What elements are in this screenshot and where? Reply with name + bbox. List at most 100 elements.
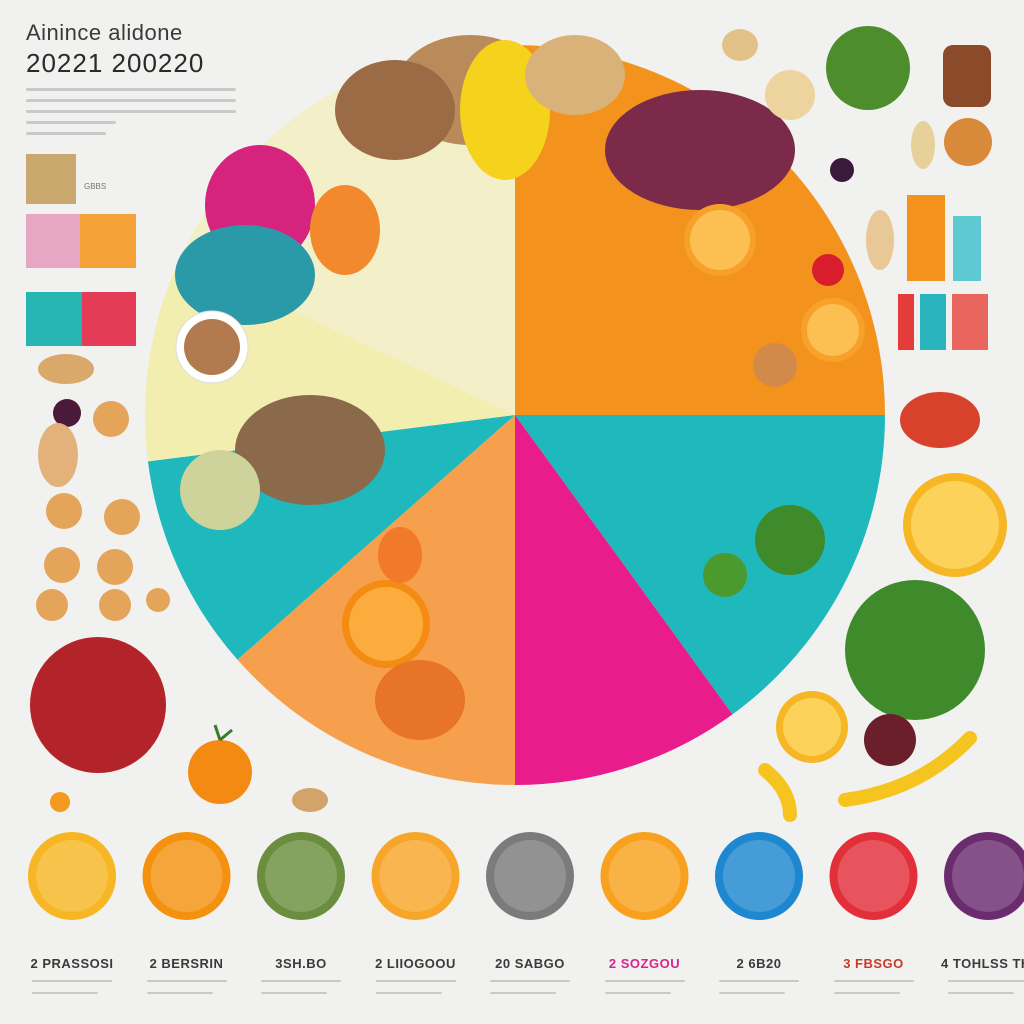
bottom-item-text-line <box>833 980 914 982</box>
bottom-item-text-line <box>948 992 1014 994</box>
legend-bar <box>907 195 945 281</box>
bottom-food-icon <box>944 832 1024 920</box>
legend-swatch <box>82 292 136 346</box>
legend-swatch <box>26 214 80 268</box>
bottom-food-icon <box>600 832 689 920</box>
dried-fruit-icon <box>310 185 380 275</box>
bottom-item-label: 2 PRASSOSI <box>30 956 114 971</box>
cherry-icon <box>812 254 844 286</box>
bottom-item-text-line <box>604 992 671 994</box>
grape-pile-icon <box>605 90 795 210</box>
tomato-stem-icon <box>213 724 233 742</box>
plum-icon <box>864 714 916 766</box>
legend-bar <box>952 294 988 350</box>
bottom-food-highlight-icon <box>494 840 566 912</box>
legend-swatch <box>26 154 76 204</box>
pie-slice <box>515 415 733 785</box>
bottom-food-highlight-icon <box>379 840 452 912</box>
bottom-item-label: 3 FBSGO <box>843 956 904 971</box>
bottom-item-label: 2 BERSRIN <box>149 956 224 971</box>
garlic-icon <box>765 70 815 120</box>
bottom-item-text-line <box>948 980 1024 982</box>
bottom-item-label: 2 6B20 <box>736 956 782 971</box>
bottom-item-text-line <box>719 992 785 994</box>
bottom-item-text-line <box>490 980 570 982</box>
bottom-item-text-line <box>375 992 442 994</box>
header-text-line <box>26 99 236 102</box>
bottom-item-label: 3SH.BO <box>275 956 327 971</box>
bottom-item-text-line <box>719 980 799 982</box>
bottom-item-label: 2 SOZGOU <box>608 956 681 971</box>
broccoli-icon <box>703 553 747 597</box>
chickpea-icon <box>146 588 170 612</box>
header-text-line <box>26 132 106 135</box>
legend-swatch <box>80 214 136 268</box>
bottom-food-row <box>28 832 1024 920</box>
garlic-icon <box>722 29 758 61</box>
legend-label: GBBS <box>84 182 107 191</box>
bottom-food-icon <box>257 832 345 920</box>
header-text-line <box>26 110 236 113</box>
legend-bar <box>920 294 946 350</box>
chickpea-icon <box>99 589 131 621</box>
sauce-jar-icon <box>943 45 991 107</box>
bottom-food-highlight-icon <box>723 840 795 912</box>
orange-flesh-icon <box>690 210 750 270</box>
nut-cluster-icon <box>753 343 797 387</box>
bottom-food-highlight-icon <box>608 840 681 912</box>
chickpea-icon <box>36 589 68 621</box>
broccoli-icon <box>826 26 910 110</box>
bottom-item-text-line <box>32 980 112 982</box>
bottom-food-highlight-icon <box>36 840 108 912</box>
header-text-line <box>26 88 236 91</box>
pumpkin-seeds-icon <box>180 450 260 530</box>
lemon-flesh-icon <box>911 481 999 569</box>
legend-bar <box>953 216 981 281</box>
bottom-food-icon <box>28 832 116 920</box>
bottom-item-text-line <box>261 980 341 982</box>
bottom-item-text-line <box>833 992 900 994</box>
bottom-item-text-line <box>604 980 685 982</box>
bottom-item-text-line <box>490 992 556 994</box>
chickpea-icon <box>46 493 82 529</box>
almond-pile-icon <box>525 35 625 115</box>
almond-icon <box>38 423 78 487</box>
legend-bar <box>898 294 914 350</box>
lemon-flesh-icon <box>783 698 841 756</box>
mixed-nuts-icon <box>235 395 385 505</box>
seed-bowl-contents-icon <box>184 319 240 375</box>
legend-dot-icon <box>50 792 70 812</box>
tomato-icon <box>188 740 252 804</box>
dried-apricot-icon <box>375 660 465 740</box>
bottom-item-text-line <box>261 992 327 994</box>
carrot-slice-icon <box>378 527 422 583</box>
pie-slice <box>515 415 885 715</box>
header-text-line <box>26 121 116 124</box>
page-subtitle: 20221 200220 <box>26 48 205 78</box>
nut-pile-icon <box>335 60 455 160</box>
bottom-food-icon <box>829 832 918 920</box>
bottom-food-icon <box>142 832 231 920</box>
banana-pepper-icon <box>758 763 797 822</box>
chickpea-icon <box>44 547 80 583</box>
peanut-icon <box>38 354 94 384</box>
bottom-food-icon <box>486 832 574 920</box>
almond-icon <box>911 121 935 169</box>
food-decoration <box>175 35 865 740</box>
bottom-food-highlight-icon <box>265 840 337 912</box>
spice-pile-icon <box>944 118 992 166</box>
bottom-food-icon <box>715 832 803 920</box>
chickpea-icon <box>97 549 133 585</box>
orange-flesh-icon <box>807 304 859 356</box>
chickpea-icon <box>93 401 129 437</box>
bottom-item-text-line <box>375 980 456 982</box>
bottom-item-text-line <box>32 992 98 994</box>
blackberry-icon <box>53 399 81 427</box>
right-food-column <box>722 26 1007 822</box>
yellow-pepper-icon <box>838 731 977 807</box>
legend-swatch <box>26 292 82 346</box>
teal-powder-icon <box>175 225 315 325</box>
parsley-icon <box>845 580 985 720</box>
left-food-column <box>30 354 328 812</box>
